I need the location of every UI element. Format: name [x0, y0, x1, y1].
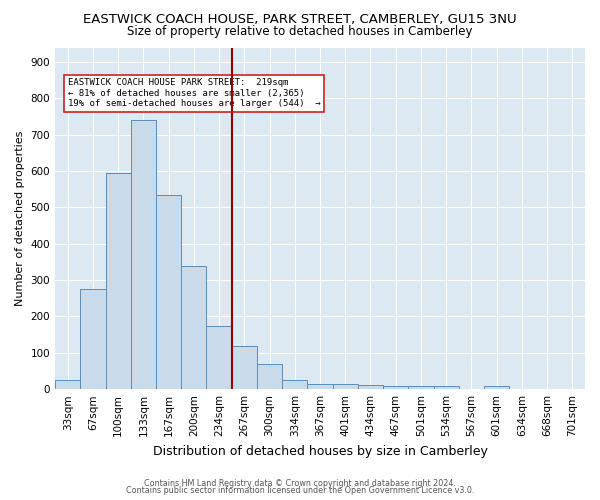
Bar	[434, 386, 459, 389]
Bar	[206, 326, 232, 389]
Bar	[409, 386, 434, 389]
Text: EASTWICK COACH HOUSE, PARK STREET, CAMBERLEY, GU15 3NU: EASTWICK COACH HOUSE, PARK STREET, CAMBE…	[83, 12, 517, 26]
Bar	[232, 346, 257, 389]
Bar	[106, 173, 131, 389]
X-axis label: Distribution of detached houses by size in Camberley: Distribution of detached houses by size …	[152, 444, 487, 458]
Text: Size of property relative to detached houses in Camberley: Size of property relative to detached ho…	[127, 25, 473, 38]
Text: EASTWICK COACH HOUSE PARK STREET:  219sqm
← 81% of detached houses are smaller (: EASTWICK COACH HOUSE PARK STREET: 219sqm…	[68, 78, 320, 108]
Bar	[282, 380, 307, 389]
Bar	[80, 289, 106, 389]
Bar	[181, 266, 206, 389]
Bar	[131, 120, 156, 389]
Bar	[307, 384, 332, 389]
Text: Contains HM Land Registry data © Crown copyright and database right 2024.: Contains HM Land Registry data © Crown c…	[144, 478, 456, 488]
Bar	[358, 385, 383, 389]
Bar	[484, 386, 509, 389]
Bar	[55, 380, 80, 389]
Bar	[383, 386, 409, 389]
Bar	[156, 194, 181, 389]
Text: Contains public sector information licensed under the Open Government Licence v3: Contains public sector information licen…	[126, 486, 474, 495]
Bar	[257, 364, 282, 389]
Bar	[332, 384, 358, 389]
Y-axis label: Number of detached properties: Number of detached properties	[15, 130, 25, 306]
